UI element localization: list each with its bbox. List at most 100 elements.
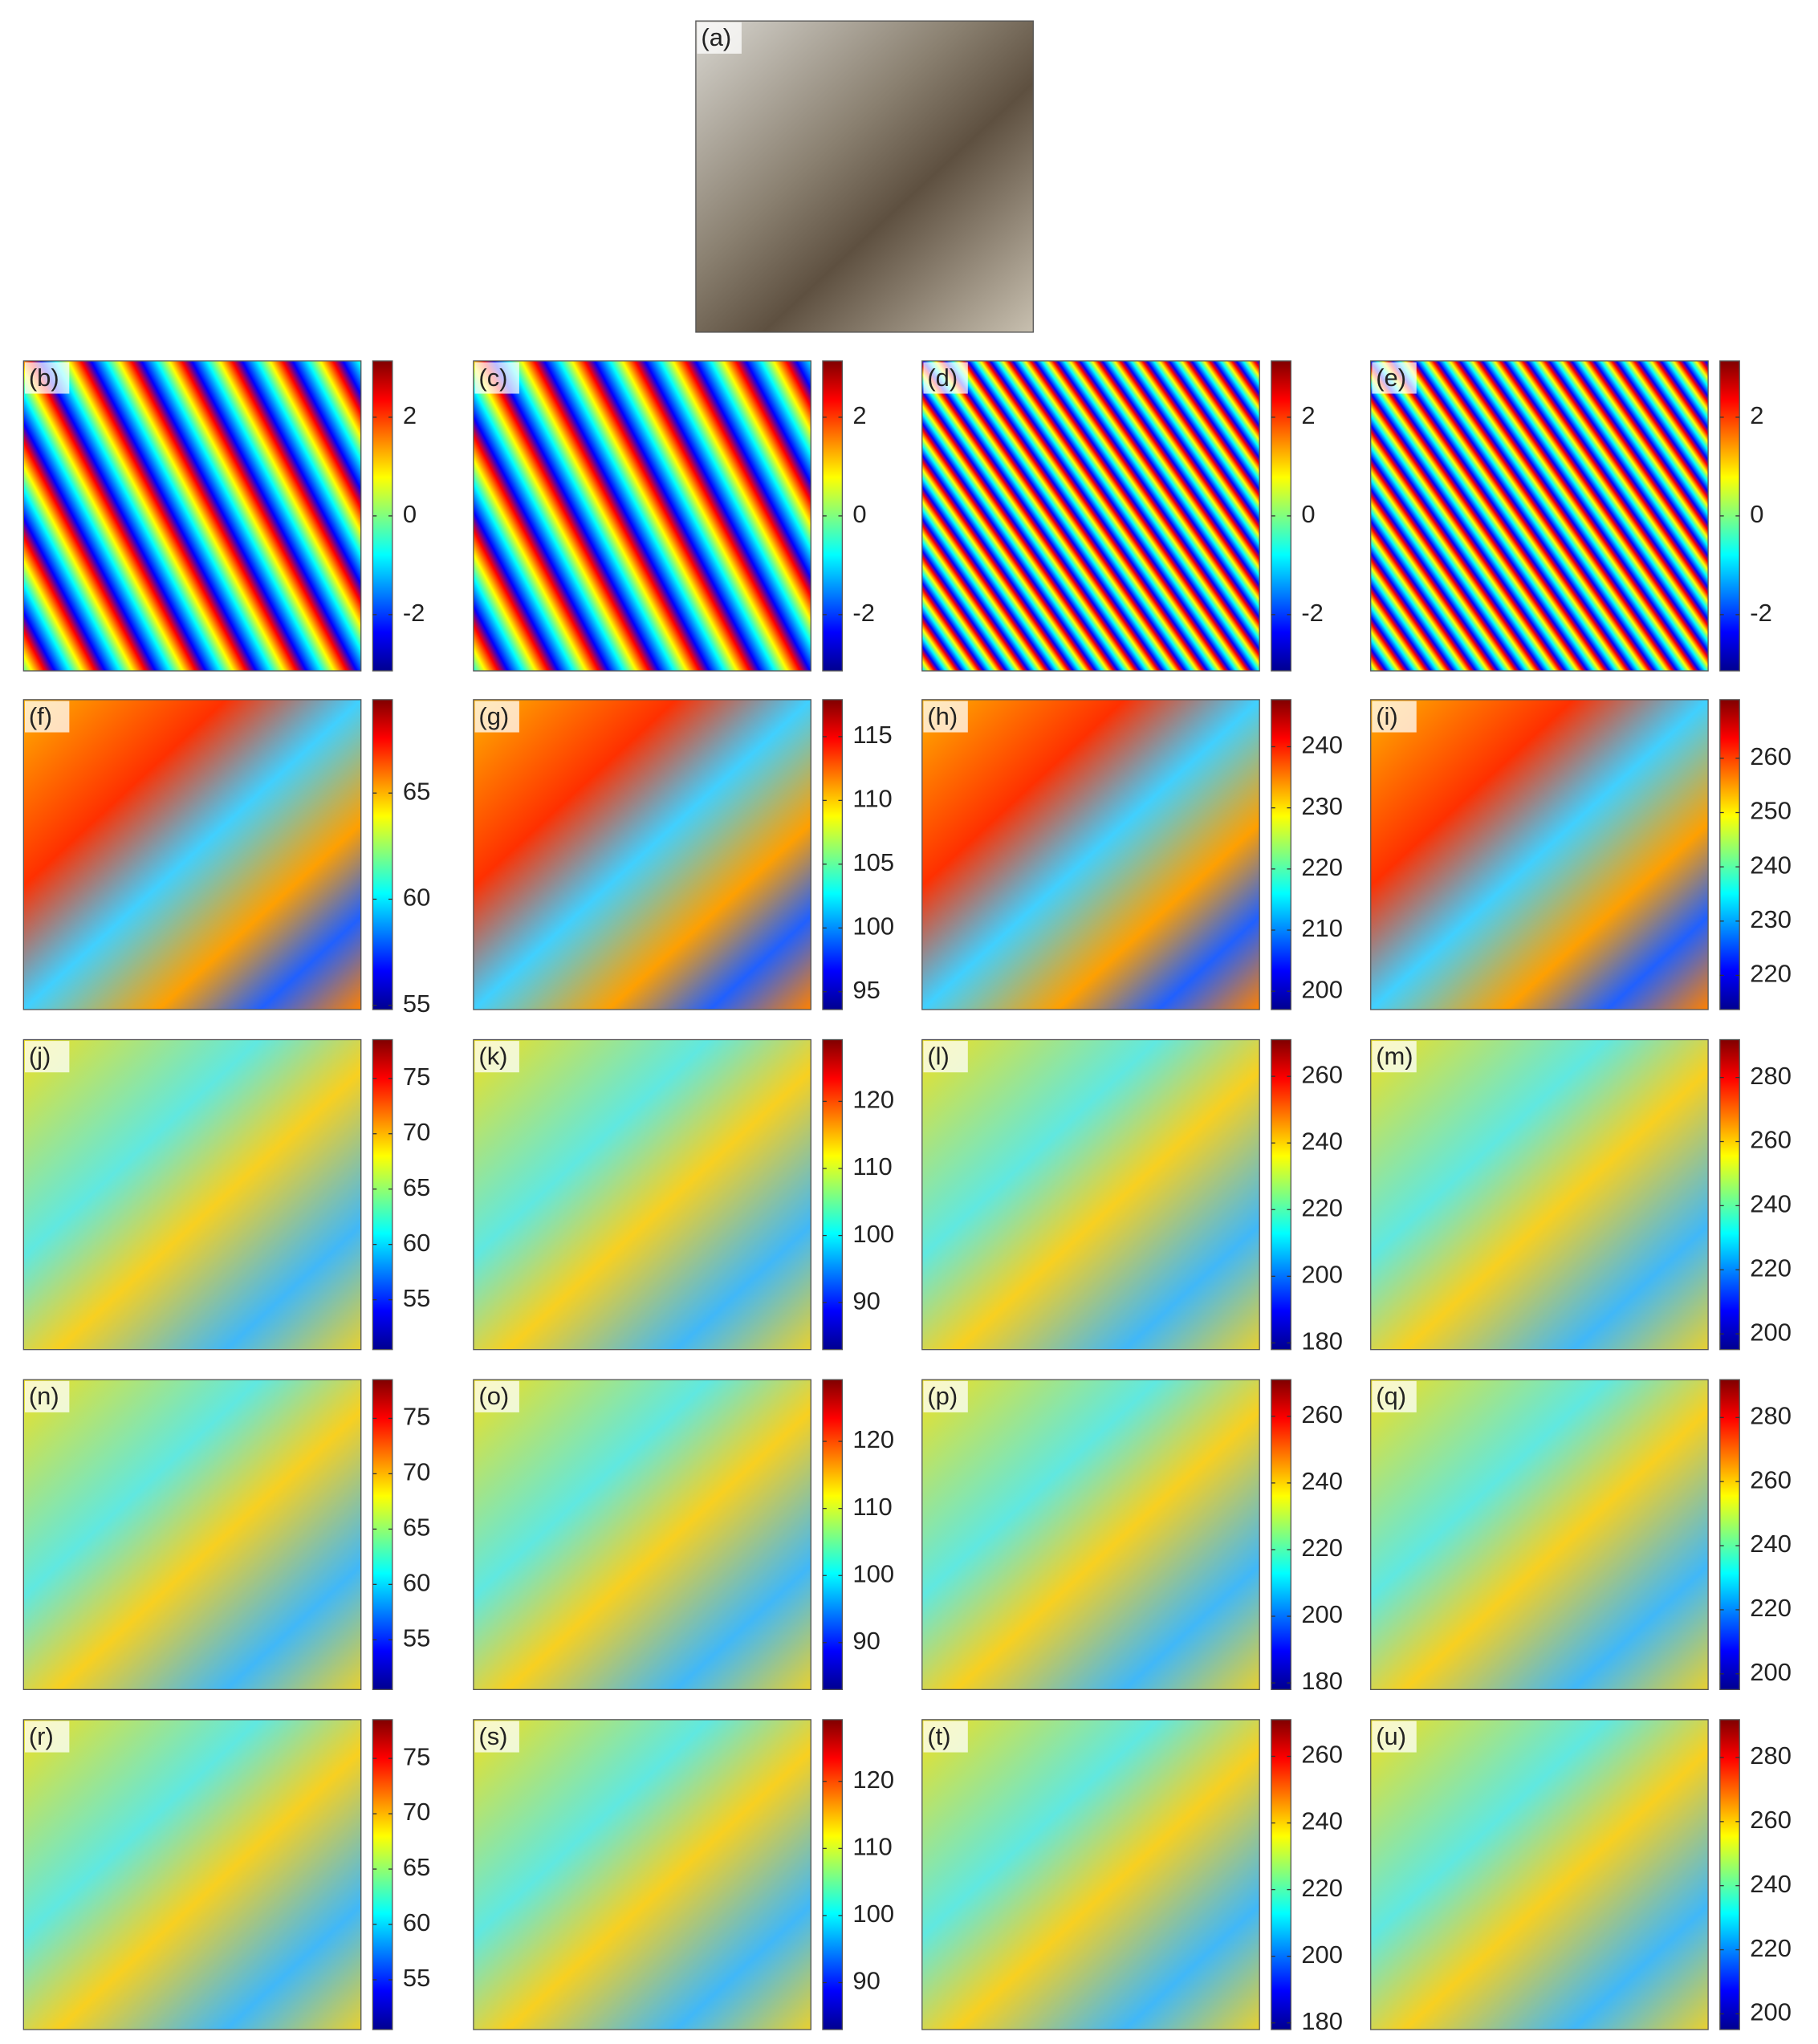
tick-label: 210 — [1301, 914, 1343, 942]
tick-label: 220 — [1301, 1534, 1343, 1562]
tick-label: 280 — [1750, 1741, 1792, 1770]
panel-label: (s) — [478, 1722, 507, 1750]
label-box — [923, 1721, 968, 1753]
tick-label: 240 — [1750, 1530, 1792, 1558]
panel-label: (l) — [927, 1042, 950, 1070]
label-box — [923, 1041, 968, 1073]
tick-label: 75 — [403, 1063, 430, 1091]
tick-label: 110 — [852, 785, 892, 813]
tick-label: 65 — [403, 777, 430, 805]
tick-label: 240 — [1301, 731, 1343, 759]
colorbar — [822, 1719, 844, 2030]
colorbar — [372, 1379, 393, 1691]
tick-label: 100 — [852, 1220, 894, 1248]
label-box — [24, 1380, 70, 1412]
label-box — [24, 1041, 70, 1073]
tick-label: 65 — [403, 1173, 430, 1201]
label-box — [474, 1380, 519, 1412]
tick-label: 260 — [1301, 1060, 1343, 1088]
tick-label: 200 — [1750, 1318, 1792, 1346]
map-image — [22, 699, 362, 1010]
tick-label: 260 — [1750, 1465, 1792, 1493]
tick-label: 100 — [852, 1559, 894, 1587]
tick-label: 90 — [852, 1286, 880, 1315]
map-image — [921, 699, 1260, 1010]
tick-label: 2 — [1750, 401, 1763, 429]
panel-label: (f) — [29, 702, 52, 730]
tick-label: 55 — [403, 1623, 430, 1652]
tick-label: 105 — [852, 848, 894, 876]
tick-label: 280 — [1750, 1062, 1792, 1090]
map-image — [22, 1719, 362, 2030]
map-image — [473, 360, 811, 672]
label-box — [474, 362, 519, 394]
tick-label: 95 — [852, 976, 880, 1004]
tick-label: 200 — [1301, 1261, 1343, 1289]
tick-label: 240 — [1750, 1870, 1792, 1898]
tick-label: 0 — [403, 500, 417, 528]
map-image — [473, 699, 811, 1010]
label-box — [474, 1041, 519, 1073]
map-image — [921, 1719, 1260, 2030]
panel-label: (c) — [478, 364, 507, 392]
panel-label: (i) — [1376, 702, 1397, 730]
panel-label: (b) — [29, 364, 59, 392]
map-image — [473, 1379, 811, 1691]
tick-label: 0 — [1301, 500, 1315, 528]
tick-label: 55 — [403, 1284, 430, 1312]
map-image — [921, 1038, 1260, 1351]
tick-label: 110 — [852, 1493, 892, 1521]
tick-label: 2 — [403, 401, 417, 429]
tick-label: 240 — [1750, 1190, 1792, 1218]
tick-label: 250 — [1750, 797, 1792, 825]
tick-label: 55 — [403, 989, 430, 1018]
map-image — [1370, 1379, 1709, 1691]
colorbar — [372, 699, 393, 1010]
tick-label: 0 — [852, 500, 866, 528]
tick-label: 55 — [403, 1964, 430, 1992]
tick-label: 240 — [1750, 851, 1792, 879]
label-box — [923, 362, 968, 394]
tick-label: 230 — [1301, 792, 1343, 820]
tick-label: 180 — [1301, 2007, 1343, 2035]
panel-label: (r) — [29, 1722, 54, 1750]
tick-label: 60 — [403, 1229, 430, 1257]
tick-label: 65 — [403, 1514, 430, 1542]
map-image — [22, 1379, 362, 1691]
panel-label: (k) — [478, 1042, 507, 1070]
panel-label: (g) — [478, 702, 509, 730]
tick-label: 110 — [852, 1833, 892, 1861]
tick-label: 260 — [1301, 1741, 1343, 1769]
map-image — [473, 1038, 811, 1351]
map-image — [695, 20, 1034, 333]
label-box — [1372, 1380, 1417, 1412]
panel-label: (u) — [1376, 1722, 1406, 1750]
colorbar — [1271, 1379, 1291, 1691]
tick-label: 100 — [852, 912, 894, 940]
tick-label: 2 — [852, 401, 866, 429]
tick-label: 260 — [1750, 1806, 1792, 1834]
tick-label: 220 — [1750, 960, 1792, 988]
tick-label: 220 — [1750, 1254, 1792, 1282]
tick-label: 260 — [1750, 742, 1792, 770]
tick-label: 60 — [403, 884, 430, 912]
tick-label: 280 — [1750, 1401, 1792, 1429]
map-image — [1370, 360, 1709, 672]
tick-label: 260 — [1301, 1400, 1343, 1428]
tick-label: 260 — [1750, 1126, 1792, 1154]
tick-label: -2 — [852, 599, 875, 627]
tick-label: 240 — [1301, 1807, 1343, 1835]
tick-label: 240 — [1301, 1467, 1343, 1495]
panel-label: (q) — [1376, 1382, 1406, 1410]
label-box — [1372, 1721, 1417, 1753]
label-box — [923, 1380, 968, 1412]
colorbar — [1719, 1038, 1740, 1351]
label-box — [1372, 701, 1417, 733]
colorbar — [822, 1038, 844, 1351]
tick-label: 220 — [1750, 1594, 1792, 1622]
tick-label: 65 — [403, 1853, 430, 1881]
tick-label: 2 — [1301, 401, 1315, 429]
panel-label: (a) — [701, 23, 731, 51]
tick-label: 220 — [1301, 1193, 1343, 1221]
colorbar — [1719, 1719, 1740, 2030]
